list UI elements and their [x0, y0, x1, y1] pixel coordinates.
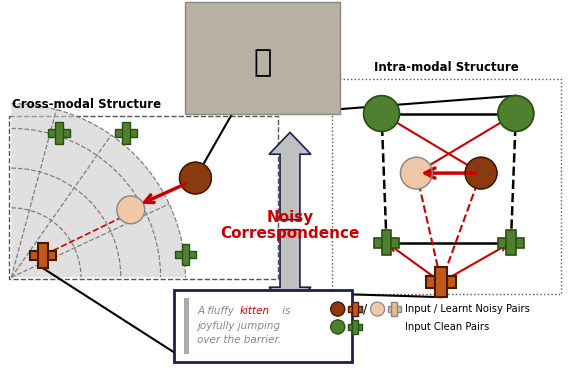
Circle shape: [331, 302, 345, 316]
Circle shape: [180, 162, 212, 194]
FancyBboxPatch shape: [332, 79, 561, 294]
Bar: [30, 250, 56, 260]
Circle shape: [364, 96, 399, 131]
Bar: [184, 298, 189, 354]
Circle shape: [117, 196, 145, 224]
Circle shape: [331, 320, 345, 334]
Bar: [181, 243, 189, 265]
Circle shape: [371, 302, 384, 316]
Bar: [435, 268, 447, 297]
Bar: [348, 306, 362, 312]
Circle shape: [465, 157, 497, 189]
Circle shape: [498, 96, 534, 131]
Bar: [506, 230, 516, 255]
Text: Input Clean Pairs: Input Clean Pairs: [406, 322, 490, 332]
Bar: [55, 122, 63, 144]
FancyBboxPatch shape: [173, 290, 352, 361]
FancyArrow shape: [269, 230, 311, 309]
FancyBboxPatch shape: [9, 115, 278, 279]
Bar: [115, 130, 137, 137]
Text: joyfully jumping: joyfully jumping: [197, 321, 280, 331]
Text: Cross-modal Structure: Cross-modal Structure: [13, 98, 161, 111]
Text: Noisy: Noisy: [267, 210, 313, 225]
Bar: [391, 302, 398, 316]
Bar: [352, 302, 358, 316]
Text: over the barrier.: over the barrier.: [197, 335, 281, 345]
Bar: [498, 238, 524, 248]
Circle shape: [400, 157, 432, 189]
Bar: [352, 320, 358, 334]
FancyBboxPatch shape: [185, 2, 340, 114]
Bar: [374, 238, 399, 248]
Bar: [38, 243, 48, 268]
Text: Intra-modal Structure: Intra-modal Structure: [374, 61, 519, 74]
FancyArrow shape: [269, 132, 311, 220]
Bar: [387, 306, 402, 312]
Bar: [48, 130, 70, 137]
Text: /: /: [363, 303, 368, 316]
Text: A fluffy: A fluffy: [197, 306, 237, 316]
Text: Correspondence: Correspondence: [220, 226, 360, 241]
Bar: [122, 122, 130, 144]
Bar: [382, 230, 391, 255]
Text: Input / Learnt Noisy Pairs: Input / Learnt Noisy Pairs: [406, 304, 530, 314]
Bar: [348, 324, 362, 330]
Wedge shape: [11, 104, 185, 277]
Bar: [426, 276, 456, 288]
Bar: [174, 250, 196, 258]
Text: is: is: [279, 306, 291, 316]
Text: 🐕: 🐕: [253, 48, 271, 77]
Text: kitten: kitten: [239, 306, 269, 316]
